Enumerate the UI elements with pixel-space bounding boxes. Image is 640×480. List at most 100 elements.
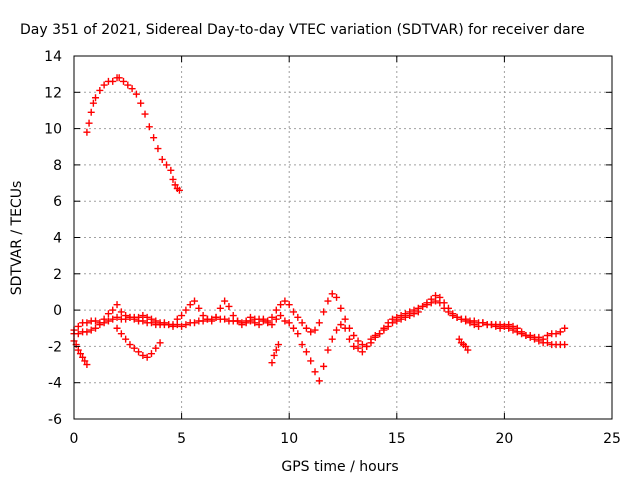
data-point	[221, 297, 229, 305]
data-point	[406, 312, 414, 320]
data-point	[156, 339, 164, 347]
data-point	[358, 348, 366, 356]
data-point	[423, 299, 431, 307]
data-point	[350, 342, 358, 350]
data-point	[290, 324, 298, 332]
data-point	[246, 313, 254, 321]
data-point	[109, 315, 117, 323]
data-point	[281, 297, 289, 305]
data-point	[294, 313, 302, 321]
data-point	[419, 302, 427, 310]
data-point	[163, 161, 171, 169]
data-point	[328, 335, 336, 343]
data-point	[311, 326, 319, 334]
data-point	[79, 353, 87, 361]
data-point	[234, 317, 242, 325]
data-point	[531, 335, 539, 343]
data-point	[470, 317, 478, 325]
data-point	[371, 333, 379, 341]
data-point	[113, 301, 121, 309]
data-point	[186, 301, 194, 309]
data-point	[115, 74, 123, 82]
data-point	[522, 332, 530, 340]
data-point	[272, 306, 280, 314]
data-point	[337, 304, 345, 312]
y-tick-label: 6	[53, 194, 62, 210]
data-point	[74, 330, 82, 338]
data-point	[440, 299, 448, 307]
data-point	[143, 353, 151, 361]
data-point	[76, 350, 84, 358]
data-point	[333, 293, 341, 301]
data-point	[139, 351, 147, 359]
data-point	[109, 306, 117, 314]
data-point	[307, 328, 315, 336]
data-point	[135, 348, 143, 356]
data-point	[83, 361, 91, 369]
y-tick-label: 14	[44, 49, 62, 65]
y-tick-label: 0	[53, 303, 62, 319]
data-point	[513, 324, 521, 332]
data-point	[191, 297, 199, 305]
y-tick-label: -2	[48, 339, 62, 355]
data-point	[509, 322, 517, 330]
data-point	[320, 308, 328, 316]
data-point	[561, 324, 569, 332]
data-point	[87, 108, 95, 116]
data-point	[345, 324, 353, 332]
data-point	[208, 317, 216, 325]
data-point	[561, 341, 569, 349]
data-point	[302, 324, 310, 332]
data-point	[128, 85, 136, 93]
x-tick-labels: 0 5 10 15 20 25	[70, 431, 621, 447]
data-point	[518, 328, 526, 336]
data-point	[259, 317, 267, 325]
data-point	[96, 319, 104, 327]
data-point	[345, 335, 353, 343]
data-point	[167, 166, 175, 174]
x-tick-label: 15	[388, 431, 406, 447]
data-point	[315, 377, 323, 385]
data-point	[526, 333, 534, 341]
data-point	[124, 81, 132, 89]
data-point	[277, 301, 285, 309]
data-point	[203, 315, 211, 323]
data-point	[229, 312, 237, 320]
series-early-dip	[70, 324, 164, 369]
data-point	[126, 341, 134, 349]
data-point	[337, 321, 345, 329]
x-axis-label: GPS time / hours	[281, 459, 398, 475]
data-point	[242, 319, 250, 327]
data-point	[92, 317, 100, 325]
data-point	[453, 313, 461, 321]
data-point	[212, 313, 220, 321]
data-point	[320, 362, 328, 370]
data-points	[70, 74, 569, 385]
x-tick-label: 10	[280, 431, 298, 447]
y-tick-label: 2	[53, 267, 62, 283]
data-point	[92, 324, 100, 332]
data-point	[500, 322, 508, 330]
data-point	[543, 339, 551, 347]
data-point	[294, 330, 302, 338]
data-point	[290, 308, 298, 316]
data-point	[100, 81, 108, 89]
chart-title: Day 351 of 2021, Sidereal Day-to-day VTE…	[20, 22, 585, 38]
data-point	[449, 310, 457, 318]
data-point	[543, 332, 551, 340]
data-point	[100, 315, 108, 323]
data-point	[397, 315, 405, 323]
data-point	[367, 339, 375, 347]
data-point	[384, 322, 392, 330]
data-point	[109, 77, 117, 85]
data-point	[191, 319, 199, 327]
data-point	[285, 319, 293, 327]
data-point	[130, 344, 138, 352]
data-point	[238, 321, 246, 329]
x-tick-label: 20	[495, 431, 513, 447]
data-point	[225, 302, 233, 310]
data-point	[277, 312, 285, 320]
data-point	[414, 308, 422, 316]
data-point	[113, 324, 121, 332]
x-tick-label: 25	[603, 431, 621, 447]
